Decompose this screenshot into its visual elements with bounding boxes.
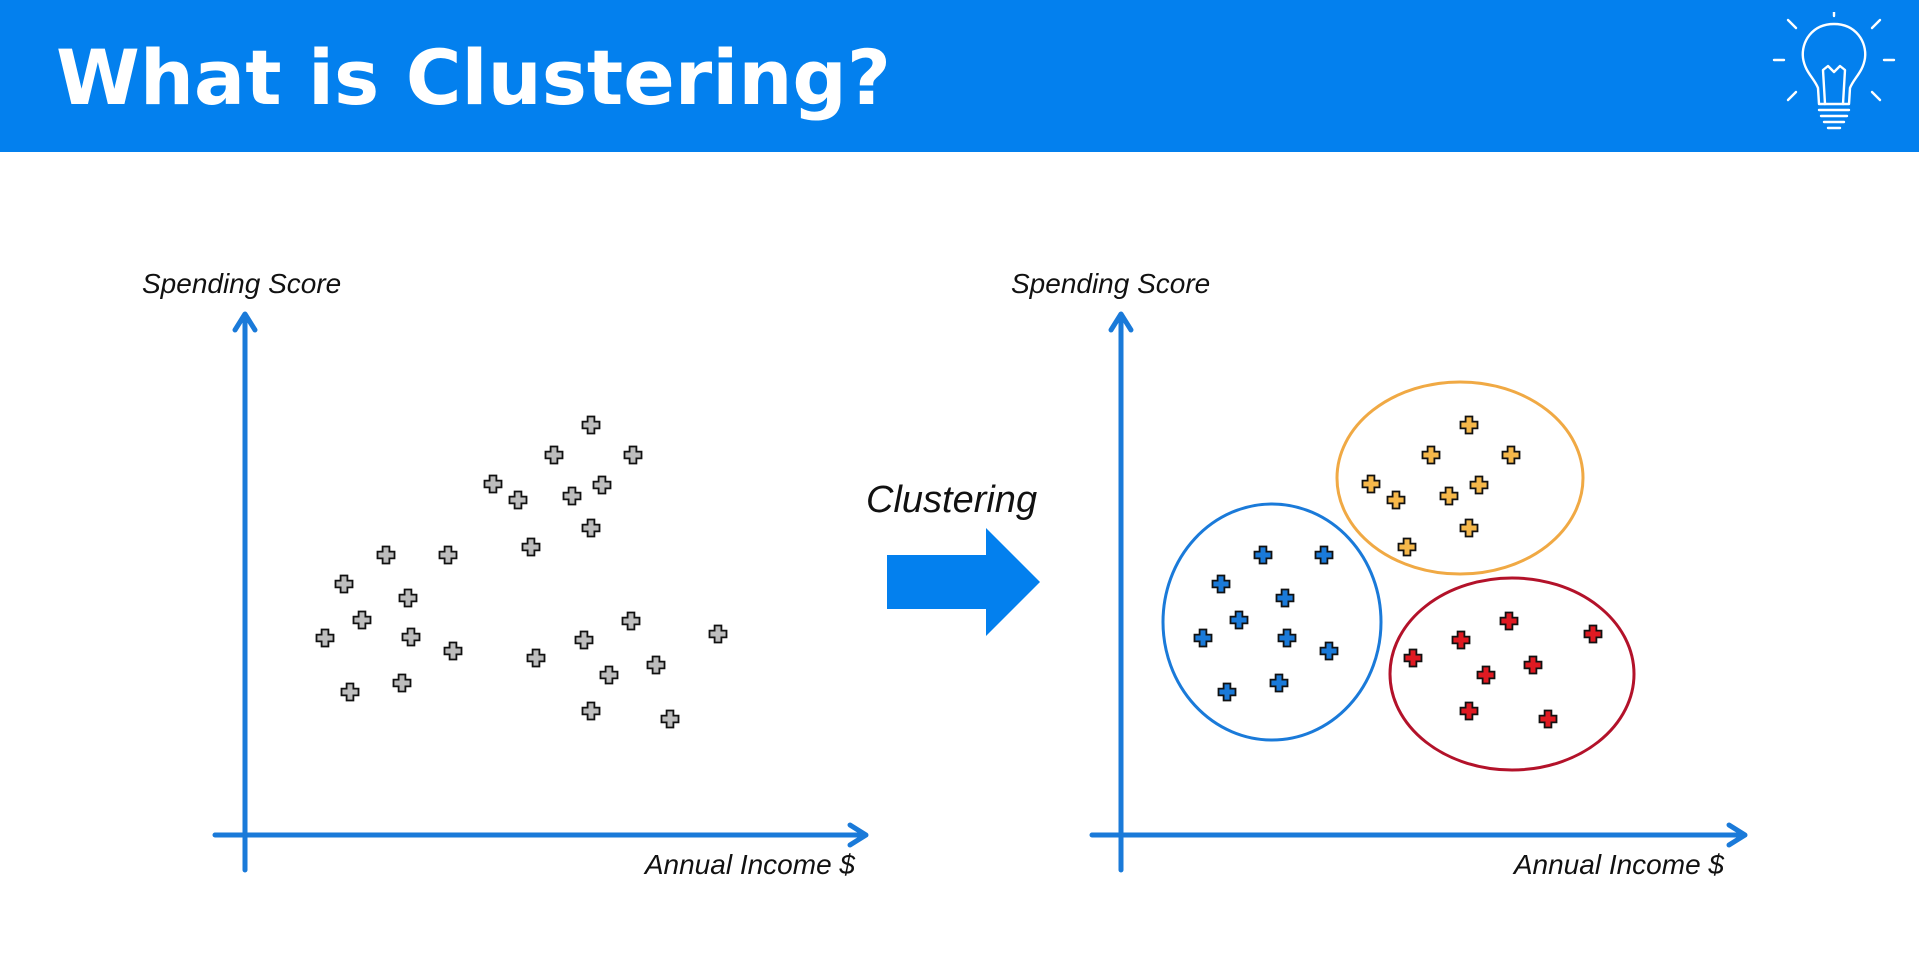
scatter-point: [352, 610, 372, 630]
scatter-point: [401, 627, 421, 647]
lightbulb-icon: [1772, 12, 1896, 130]
right-y-axis-label: Spending Score: [1011, 268, 1210, 299]
cluster-red-point: [1523, 655, 1543, 675]
right-plot: Spending Score Annual Income $: [1011, 268, 1748, 880]
left-scatter-points: [315, 415, 728, 729]
scatter-point: [660, 709, 680, 729]
cluster-orange-point: [1459, 518, 1479, 538]
right-arrow-icon: [887, 528, 1040, 636]
scatter-point: [340, 682, 360, 702]
cluster-blue-ellipse: [1161, 502, 1383, 742]
clustering-diagram: Spending Score Annual Income $ Clusterin…: [142, 268, 1748, 880]
scatter-point: [623, 445, 643, 465]
cluster-blue-point: [1253, 545, 1273, 565]
right-x-axis: [1089, 822, 1748, 848]
left-x-axis: [212, 822, 869, 848]
scatter-point: [392, 673, 412, 693]
scatter-point: [581, 415, 601, 435]
scatter-point: [483, 474, 503, 494]
cluster-orange-point: [1386, 490, 1406, 510]
cluster-blue-point: [1277, 628, 1297, 648]
cluster-red-point: [1499, 611, 1519, 631]
cluster-orange-point: [1421, 445, 1441, 465]
cluster-orange-point: [1397, 537, 1417, 557]
right-x-axis-label: Annual Income $: [1512, 849, 1725, 880]
cluster-blue-point: [1319, 641, 1339, 661]
cluster-orange-point: [1439, 486, 1459, 506]
scatter-point: [398, 588, 418, 608]
scatter-point: [599, 665, 619, 685]
cluster-red-point: [1459, 701, 1479, 721]
cluster-orange-point: [1459, 415, 1479, 435]
scatter-point: [443, 641, 463, 661]
cluster-red-ellipse: [1388, 576, 1636, 772]
cluster-red-point: [1451, 630, 1471, 650]
left-plot: Spending Score Annual Income $: [142, 268, 869, 880]
cluster-blue-point: [1275, 588, 1295, 608]
scatter-point: [376, 545, 396, 565]
scatter-point: [592, 475, 612, 495]
right-y-axis: [1108, 311, 1134, 873]
cluster-blue-point: [1193, 628, 1213, 648]
cluster-blue-point: [1217, 682, 1237, 702]
page-title: What is Clustering?: [56, 33, 891, 122]
cluster-blue-point: [1314, 545, 1334, 565]
cluster-red-point: [1583, 624, 1603, 644]
cluster-orange-point: [1501, 445, 1521, 465]
scatter-point: [562, 486, 582, 506]
scatter-point: [508, 490, 528, 510]
cluster-blue-point: [1229, 610, 1249, 630]
clustering-arrow: Clustering: [866, 479, 1040, 636]
scatter-point: [708, 624, 728, 644]
cluster-orange-point: [1469, 475, 1489, 495]
right-scatter-points: [1193, 415, 1603, 729]
cluster-blue-point: [1269, 673, 1289, 693]
scatter-point: [574, 630, 594, 650]
arrow-label: Clustering: [866, 479, 1037, 521]
scatter-point: [646, 655, 666, 675]
scatter-point: [438, 545, 458, 565]
scatter-point: [581, 701, 601, 721]
left-y-axis: [232, 311, 258, 873]
scatter-point: [315, 628, 335, 648]
scatter-point: [334, 574, 354, 594]
left-y-axis-label: Spending Score: [142, 268, 341, 299]
cluster-blue-point: [1211, 574, 1231, 594]
cluster-orange-point: [1361, 474, 1381, 494]
cluster-red-point: [1538, 709, 1558, 729]
scatter-point: [526, 648, 546, 668]
header-bar: What is Clustering?: [0, 0, 1919, 152]
cluster-orange-ellipse: [1335, 380, 1585, 576]
scatter-point: [521, 537, 541, 557]
scatter-point: [544, 445, 564, 465]
cluster-red-point: [1403, 648, 1423, 668]
scatter-point: [581, 518, 601, 538]
scatter-point: [621, 611, 641, 631]
left-x-axis-label: Annual Income $: [643, 849, 856, 880]
cluster-red-point: [1476, 665, 1496, 685]
